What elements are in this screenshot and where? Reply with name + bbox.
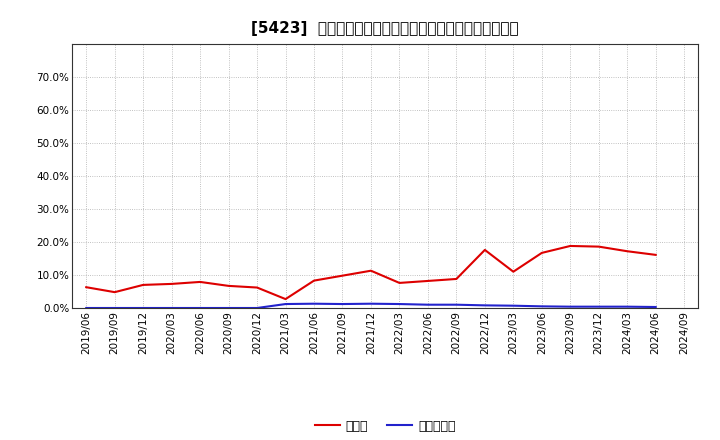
有利子負債 [139, 305, 148, 311]
有利子負債 [395, 301, 404, 307]
Line: 現預金: 現預金 [86, 246, 656, 299]
現預金 [623, 249, 631, 254]
有利子負債 [509, 303, 518, 308]
Legend: 現預金, 有利子負債: 現預金, 有利子負債 [310, 414, 461, 437]
有利子負債 [623, 304, 631, 309]
現預金 [82, 285, 91, 290]
有利子負債 [595, 304, 603, 309]
有利子負債 [110, 305, 119, 311]
現預金 [537, 250, 546, 256]
有利子負債 [282, 301, 290, 307]
現預金 [282, 297, 290, 302]
有利子負債 [652, 304, 660, 310]
現預金 [253, 285, 261, 290]
現預金 [139, 282, 148, 288]
有利子負債 [452, 302, 461, 307]
有利子負債 [423, 302, 432, 307]
有利子負債 [167, 305, 176, 311]
現預金 [338, 273, 347, 279]
現預金 [509, 269, 518, 275]
現預金 [480, 247, 489, 253]
現預金 [652, 252, 660, 257]
現預金 [225, 283, 233, 289]
現預金 [196, 279, 204, 285]
現預金 [167, 281, 176, 286]
現預金 [366, 268, 375, 273]
現預金 [110, 290, 119, 295]
現預金 [452, 276, 461, 282]
有利子負債 [566, 304, 575, 309]
Title: [5423]  現預金、有利子負債の総資産に対する比率の推移: [5423] 現預金、有利子負債の総資産に対する比率の推移 [251, 21, 519, 36]
現預金 [310, 278, 318, 283]
有利子負債 [196, 305, 204, 311]
有利子負債 [480, 303, 489, 308]
現預金 [566, 243, 575, 249]
有利子負債 [310, 301, 318, 306]
有利子負債 [366, 301, 375, 306]
現預金 [595, 244, 603, 249]
有利子負債 [82, 305, 91, 311]
現預金 [423, 279, 432, 284]
有利子負債 [225, 305, 233, 311]
Line: 有利子負債: 有利子負債 [86, 304, 656, 308]
有利子負債 [537, 304, 546, 309]
現預金 [395, 280, 404, 286]
有利子負債 [338, 301, 347, 307]
有利子負債 [253, 305, 261, 311]
